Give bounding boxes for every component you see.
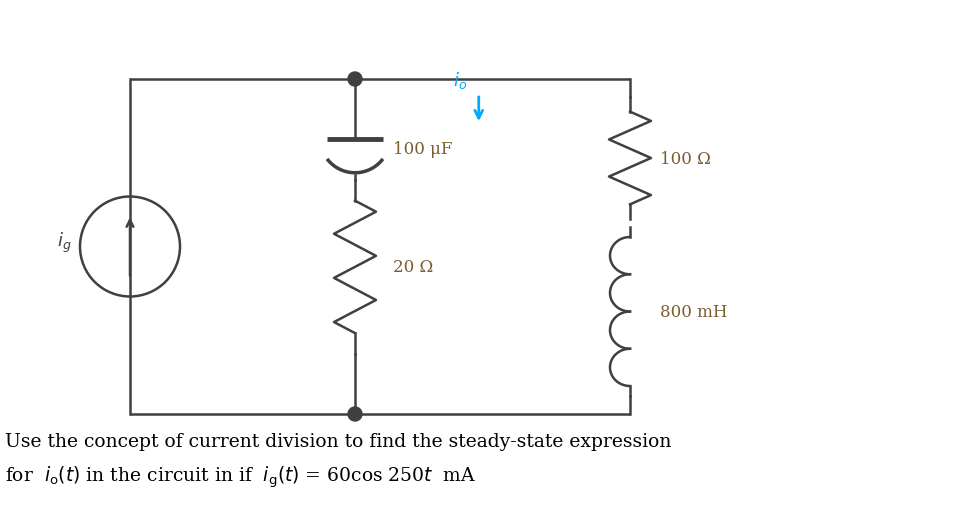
Text: 20 Ω: 20 Ω	[393, 259, 433, 276]
Text: $i_o$: $i_o$	[452, 70, 466, 91]
Circle shape	[348, 73, 361, 87]
Text: Use the concept of current division to find the steady-state expression: Use the concept of current division to f…	[5, 432, 670, 450]
Circle shape	[348, 407, 361, 421]
Text: $i_g$: $i_g$	[58, 230, 72, 254]
Text: 800 mH: 800 mH	[659, 303, 727, 320]
Text: 100 μF: 100 μF	[393, 140, 452, 157]
Text: for  $\it{i}_{\rm o}(t)$ in the circuit in if  $\it{i}_{\rm g}(t)$ = 60cos 250$t: for $\it{i}_{\rm o}(t)$ in the circuit i…	[5, 463, 476, 489]
Text: 100 Ω: 100 Ω	[659, 150, 710, 167]
